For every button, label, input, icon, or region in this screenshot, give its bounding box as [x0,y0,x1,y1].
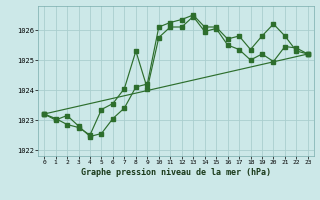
X-axis label: Graphe pression niveau de la mer (hPa): Graphe pression niveau de la mer (hPa) [81,168,271,177]
